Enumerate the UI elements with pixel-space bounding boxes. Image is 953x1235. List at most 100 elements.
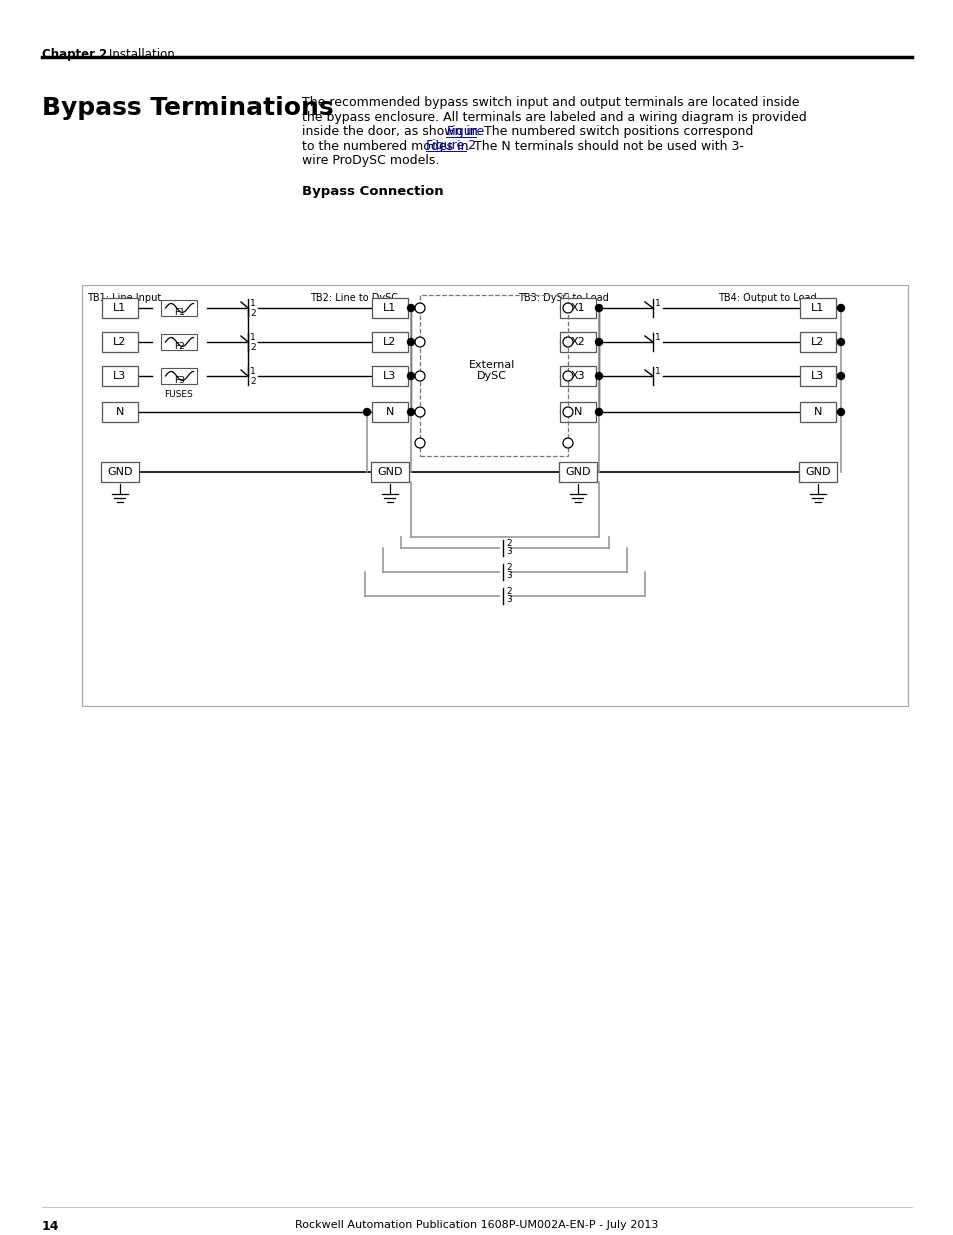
Text: the bypass enclosure. All terminals are labeled and a wiring diagram is provided: the bypass enclosure. All terminals are … — [302, 110, 806, 124]
Text: N: N — [573, 408, 581, 417]
Text: 1: 1 — [655, 299, 660, 308]
Circle shape — [407, 373, 414, 379]
Bar — [799, 462, 836, 482]
Text: FUSES: FUSES — [165, 390, 193, 399]
Circle shape — [837, 373, 843, 379]
Bar — [558, 462, 597, 482]
Circle shape — [595, 373, 602, 379]
Circle shape — [562, 370, 573, 382]
Text: The recommended bypass switch input and output terminals are located inside: The recommended bypass switch input and … — [302, 96, 799, 109]
Text: X3: X3 — [570, 370, 585, 382]
Text: Figure 2: Figure 2 — [426, 140, 476, 152]
Text: 2: 2 — [250, 342, 255, 352]
Text: 2: 2 — [505, 563, 511, 573]
Text: 2: 2 — [505, 588, 511, 597]
Bar — [371, 462, 409, 482]
Bar — [372, 332, 408, 352]
Circle shape — [595, 338, 602, 346]
Text: F3: F3 — [173, 375, 185, 385]
Bar — [102, 332, 138, 352]
Bar — [161, 368, 197, 384]
Text: Rockwell Automation Publication 1608P-UM002A-EN-P - July 2013: Rockwell Automation Publication 1608P-UM… — [295, 1220, 658, 1230]
Text: X1: X1 — [570, 303, 585, 312]
Bar — [82, 285, 907, 706]
Text: 2: 2 — [250, 377, 255, 385]
Text: L1: L1 — [113, 303, 127, 312]
Text: GND: GND — [376, 467, 402, 477]
Text: 3: 3 — [505, 547, 511, 557]
Text: TB2: Line to DySC: TB2: Line to DySC — [310, 293, 397, 303]
Bar — [101, 462, 139, 482]
Text: to the numbered modes in: to the numbered modes in — [302, 140, 472, 152]
Text: 1: 1 — [250, 367, 255, 375]
Text: Installation: Installation — [94, 48, 174, 61]
Bar — [419, 295, 567, 456]
Text: N: N — [813, 408, 821, 417]
Bar — [559, 332, 596, 352]
Text: Bypass Connection: Bypass Connection — [302, 185, 443, 198]
Text: L2: L2 — [810, 337, 823, 347]
Bar — [102, 366, 138, 387]
Text: Chapter 2: Chapter 2 — [42, 48, 107, 61]
Bar — [800, 332, 835, 352]
Text: L1: L1 — [383, 303, 396, 312]
Bar — [800, 366, 835, 387]
Circle shape — [415, 337, 424, 347]
Circle shape — [363, 409, 370, 415]
Text: L3: L3 — [383, 370, 396, 382]
Text: TB3: DySC to Load: TB3: DySC to Load — [517, 293, 608, 303]
Circle shape — [407, 409, 414, 415]
Text: 1: 1 — [655, 332, 660, 342]
Circle shape — [415, 370, 424, 382]
Bar — [559, 298, 596, 317]
Circle shape — [415, 438, 424, 448]
Bar — [102, 298, 138, 317]
Text: L3: L3 — [113, 370, 127, 382]
Text: . The N terminals should not be used with 3-: . The N terminals should not be used wit… — [466, 140, 743, 152]
Text: 3: 3 — [505, 572, 511, 580]
Text: 2: 2 — [250, 309, 255, 317]
Circle shape — [415, 408, 424, 417]
Circle shape — [837, 338, 843, 346]
Text: L2: L2 — [113, 337, 127, 347]
Text: F2: F2 — [174, 342, 185, 351]
Text: TB4: Output to Load: TB4: Output to Load — [718, 293, 816, 303]
Text: GND: GND — [804, 467, 830, 477]
Bar — [800, 403, 835, 422]
Text: 14: 14 — [42, 1220, 59, 1233]
Text: TB1: Line Input: TB1: Line Input — [87, 293, 161, 303]
Circle shape — [562, 408, 573, 417]
Circle shape — [415, 303, 424, 312]
Circle shape — [595, 305, 602, 311]
Circle shape — [562, 438, 573, 448]
Circle shape — [562, 337, 573, 347]
Bar — [559, 403, 596, 422]
Text: GND: GND — [107, 467, 132, 477]
Bar — [161, 333, 197, 350]
Text: 1: 1 — [250, 299, 255, 308]
Text: GND: GND — [565, 467, 590, 477]
Text: Bypass Terminations: Bypass Terminations — [42, 96, 334, 120]
Text: N: N — [115, 408, 124, 417]
Text: X2: X2 — [570, 337, 585, 347]
Text: . The numbered switch positions correspond: . The numbered switch positions correspo… — [476, 125, 753, 138]
Bar — [372, 403, 408, 422]
Text: L1: L1 — [810, 303, 823, 312]
Bar — [800, 298, 835, 317]
Circle shape — [407, 338, 414, 346]
Bar — [559, 366, 596, 387]
Circle shape — [407, 305, 414, 311]
Bar — [372, 298, 408, 317]
Text: N: N — [385, 408, 394, 417]
Circle shape — [837, 409, 843, 415]
Text: L3: L3 — [810, 370, 823, 382]
Circle shape — [562, 303, 573, 312]
Circle shape — [837, 305, 843, 311]
Text: External
DySC: External DySC — [468, 359, 515, 382]
Text: 3: 3 — [505, 595, 511, 604]
Text: 2: 2 — [505, 540, 511, 548]
Text: 1: 1 — [250, 332, 255, 342]
Text: F1: F1 — [173, 308, 185, 317]
Bar — [372, 366, 408, 387]
Text: L2: L2 — [383, 337, 396, 347]
